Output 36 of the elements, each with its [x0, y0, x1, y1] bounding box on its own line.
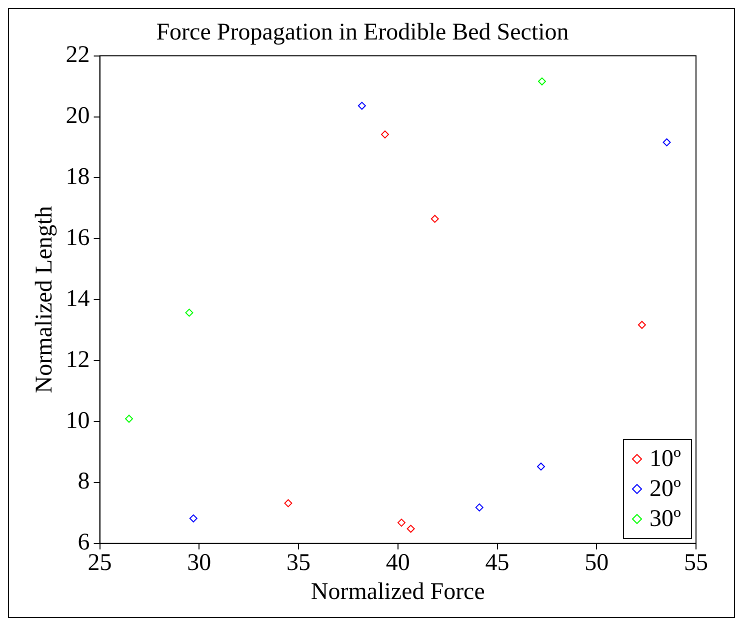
legend-label: 30º — [650, 505, 681, 534]
point — [189, 514, 198, 522]
point — [430, 214, 439, 223]
point — [380, 130, 389, 138]
point — [185, 308, 194, 317]
point — [638, 320, 646, 329]
point — [125, 414, 134, 423]
y-tick-label: 10 — [66, 408, 90, 434]
x-axis-title: Normalized Force — [310, 578, 485, 605]
point — [536, 462, 545, 471]
point — [475, 503, 484, 512]
point — [406, 524, 415, 533]
x-tick-label: 45 — [485, 550, 510, 576]
y-tick-label: 14 — [66, 286, 90, 312]
x-tick-label: 35 — [286, 550, 311, 576]
x-tick-label: 30 — [187, 550, 212, 576]
point — [538, 77, 546, 86]
y-tick-label: 20 — [66, 103, 90, 130]
y-tick-label: 6 — [78, 530, 90, 556]
y-tick-label: 12 — [66, 346, 90, 373]
y-tick-label: 22 — [66, 42, 90, 68]
x-tick-label: 50 — [584, 550, 609, 576]
chart-title: Force Propagation in Erodible Bed Section — [156, 20, 569, 46]
y-tick-label: 16 — [66, 224, 90, 251]
point — [662, 138, 671, 146]
legend-label: 20º — [650, 475, 681, 504]
y-tick-label: 18 — [66, 164, 90, 190]
y-axis-title: Normalized Length — [32, 206, 58, 394]
legend-label: 10º — [650, 445, 681, 474]
x-tick-label: 25 — [88, 550, 112, 576]
point — [284, 499, 292, 508]
y-tick-label: 8 — [78, 468, 90, 495]
point — [397, 518, 406, 527]
x-tick-label: 40 — [386, 550, 410, 576]
point — [358, 102, 366, 110]
x-tick-label: 55 — [684, 550, 708, 576]
